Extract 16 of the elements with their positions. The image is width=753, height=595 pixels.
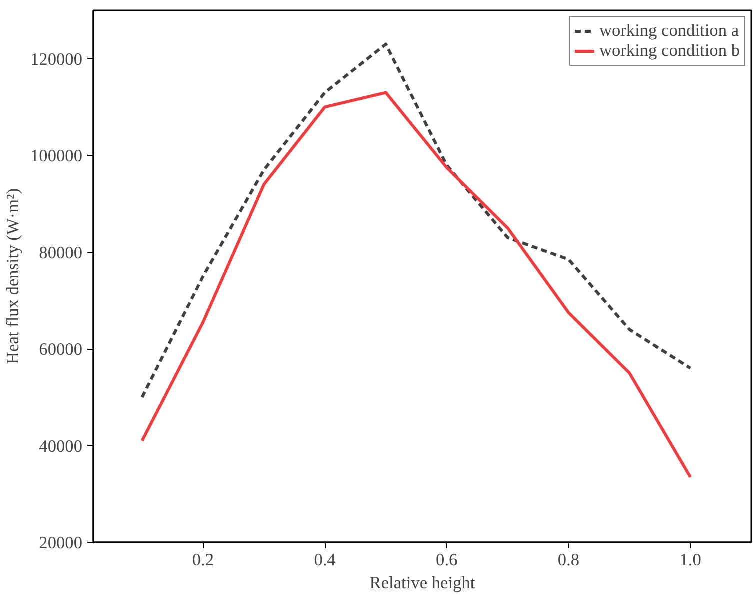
y-axis-title: Heat flux density (W·m²): [4, 188, 23, 365]
x-tick-label: 0.4: [314, 550, 336, 570]
y-tick-label: 40000: [39, 436, 83, 456]
x-tick-label: 0.6: [436, 550, 458, 570]
x-tick-label: 1.0: [680, 550, 702, 570]
y-tick-label: 20000: [39, 534, 83, 552]
y-tick-label: 80000: [39, 243, 83, 262]
legend-label: working condition b: [599, 41, 740, 61]
x-tick-label: 0.8: [558, 550, 580, 570]
line-series: [140, 91, 692, 479]
y-tick-label: 120000: [30, 50, 82, 69]
y-tick-label: 60000: [39, 340, 83, 360]
x-axis-title: Relative height: [370, 574, 476, 592]
y-tick-label: 100000: [30, 146, 82, 166]
legend-label: working condition a: [599, 21, 740, 41]
x-tick-label: 0.2: [192, 550, 214, 570]
